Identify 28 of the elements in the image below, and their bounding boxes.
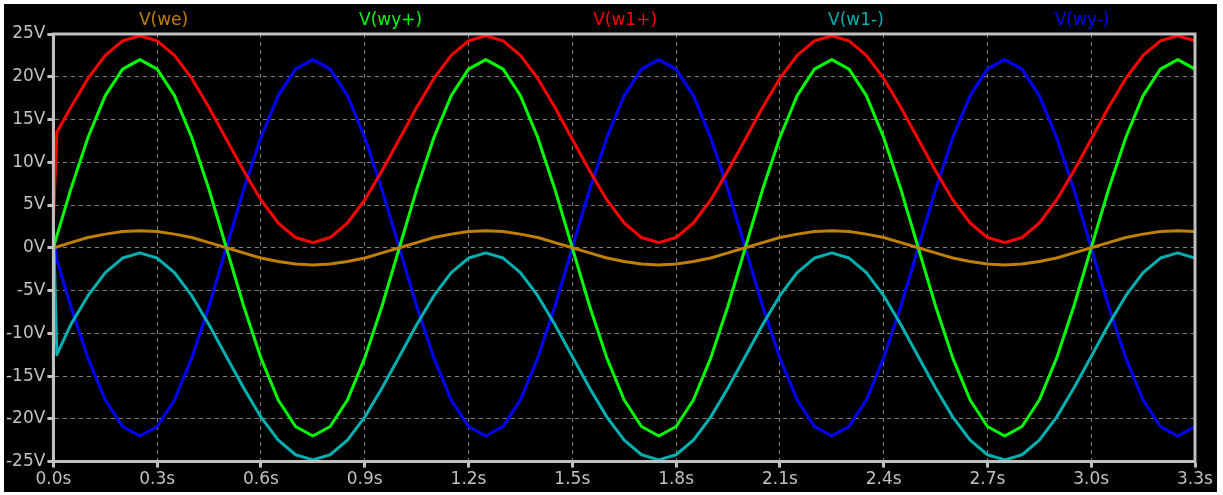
y-tick-label: 15V [12, 107, 46, 128]
text: V(w1+) [593, 9, 658, 29]
x-tick-label: 2.4s [865, 468, 902, 489]
x-tick-label: 3.0s [1073, 468, 1110, 489]
x-tick-label: 1.8s [658, 468, 695, 489]
x-tick-label: 0.0s [35, 468, 72, 489]
y-tick-label: 0V [22, 236, 46, 257]
y-tick-label: 20V [12, 65, 46, 86]
x-tick-label: 0.6s [243, 468, 280, 489]
y-tick-label: -5V [16, 278, 46, 299]
x-tick-label: 2.1s [761, 468, 798, 489]
x-tick-label: 1.2s [450, 468, 487, 489]
y-tick-label: -10V [5, 321, 46, 342]
text: V(wy-) [1054, 9, 1110, 29]
x-tick-label: 3.3s [1177, 468, 1214, 489]
y-tick-label: 5V [22, 193, 46, 214]
text: V(w1-) [828, 9, 884, 29]
y-tick-label: -20V [5, 407, 46, 428]
y-tick-label: -15V [5, 364, 46, 385]
x-tick-label: 0.3s [139, 468, 176, 489]
text: V(we) [138, 9, 189, 29]
y-tick-label: 25V [12, 22, 46, 43]
x-tick-label: 1.5s [554, 468, 591, 489]
text: V(wy+) [359, 9, 423, 29]
y-tick-label: 10V [12, 150, 46, 171]
x-tick-label: 0.9s [346, 468, 383, 489]
y-tick-label: -25V [5, 450, 46, 471]
x-tick-label: 2.7s [969, 468, 1006, 489]
